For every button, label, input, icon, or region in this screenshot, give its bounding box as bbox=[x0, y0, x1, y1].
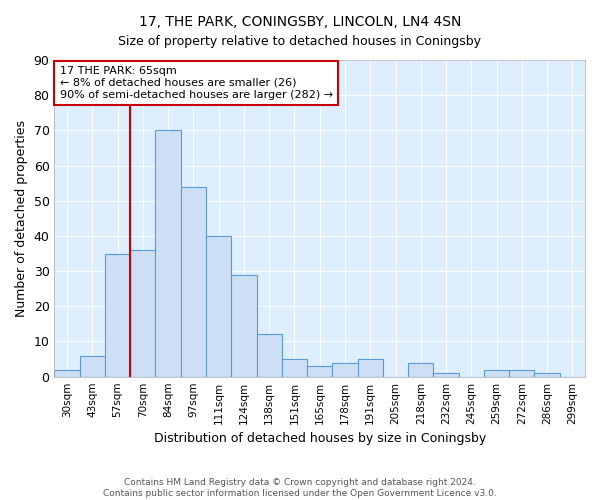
Bar bbox=[130, 250, 155, 376]
Bar bbox=[155, 130, 181, 376]
Bar bbox=[535, 373, 560, 376]
Bar bbox=[80, 356, 105, 376]
X-axis label: Distribution of detached houses by size in Coningsby: Distribution of detached houses by size … bbox=[154, 432, 486, 445]
Bar bbox=[509, 370, 535, 376]
Bar bbox=[105, 254, 130, 376]
Bar bbox=[231, 274, 257, 376]
Bar bbox=[408, 362, 433, 376]
Bar bbox=[181, 186, 206, 376]
Bar bbox=[206, 236, 231, 376]
Bar bbox=[433, 373, 458, 376]
Bar bbox=[307, 366, 332, 376]
Bar bbox=[358, 359, 383, 376]
Bar bbox=[484, 370, 509, 376]
Bar bbox=[282, 359, 307, 376]
Text: 17, THE PARK, CONINGSBY, LINCOLN, LN4 4SN: 17, THE PARK, CONINGSBY, LINCOLN, LN4 4S… bbox=[139, 15, 461, 29]
Text: Contains HM Land Registry data © Crown copyright and database right 2024.
Contai: Contains HM Land Registry data © Crown c… bbox=[103, 478, 497, 498]
Bar bbox=[257, 334, 282, 376]
Bar bbox=[55, 370, 80, 376]
Bar bbox=[332, 362, 358, 376]
Text: 17 THE PARK: 65sqm
← 8% of detached houses are smaller (26)
90% of semi-detached: 17 THE PARK: 65sqm ← 8% of detached hous… bbox=[60, 66, 333, 100]
Text: Size of property relative to detached houses in Coningsby: Size of property relative to detached ho… bbox=[119, 35, 482, 48]
Y-axis label: Number of detached properties: Number of detached properties bbox=[15, 120, 28, 317]
